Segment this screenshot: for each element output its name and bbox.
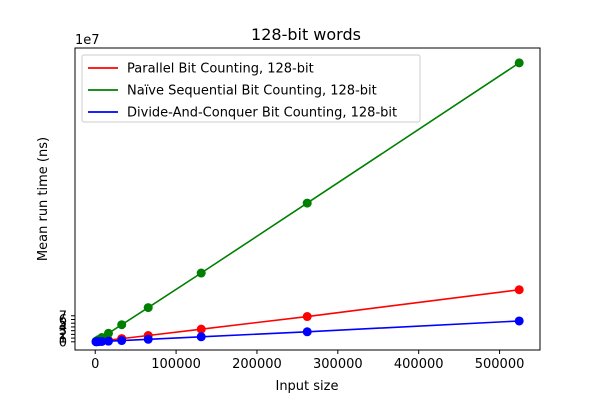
x-tick-label: 200000 — [232, 357, 282, 372]
data-point — [117, 336, 127, 346]
data-point — [97, 336, 107, 346]
plot-frame — [74, 47, 541, 351]
y-tick-label: 4 — [59, 320, 67, 335]
y-axis-label: Mean run time (ns) — [36, 137, 51, 261]
data-point — [514, 285, 524, 295]
x-tick-label: 0 — [91, 357, 99, 372]
y-tick-label: 2 — [59, 328, 67, 343]
y-axis-offset-label: 1e7 — [75, 33, 100, 48]
data-point — [514, 316, 524, 326]
legend-entry: Parallel Bit Counting, 128-bit — [127, 62, 314, 77]
series-layer — [91, 58, 524, 347]
x-tick-label: 100000 — [151, 357, 201, 372]
data-point — [143, 303, 153, 313]
x-tick-label: 300000 — [313, 357, 363, 372]
data-point — [143, 334, 153, 344]
legend-entry: Divide-And-Conquer Bit Counting, 128-bit — [127, 106, 397, 121]
legend: Parallel Bit Counting, 128-bit Naïve Sequ… — [81, 54, 421, 123]
data-point — [103, 328, 113, 338]
y-tick-label: 0 — [59, 335, 67, 350]
data-point — [196, 324, 206, 334]
legend-entry: Naïve Sequential Bit Counting, 128-bit — [127, 84, 377, 99]
x-axis-label: Input size — [275, 379, 338, 394]
x-tick-label: 400000 — [394, 357, 444, 372]
y-tick-label: 6 — [59, 313, 67, 328]
series-3 — [91, 316, 524, 347]
y-tick-label: 3 — [59, 324, 67, 339]
y-tick-label: 7 — [59, 309, 67, 324]
data-point — [117, 320, 127, 330]
data-point — [196, 268, 206, 278]
data-point — [302, 327, 312, 337]
legend-box — [81, 54, 421, 123]
data-point — [302, 312, 312, 322]
y-tick-label: 5 — [59, 317, 67, 332]
chart-title: 128-bit words — [251, 25, 361, 44]
data-point — [514, 58, 524, 68]
data-point — [196, 332, 206, 342]
x-tick-label: 500000 — [475, 357, 525, 372]
data-point — [103, 336, 113, 346]
data-point — [302, 198, 312, 208]
y-tick-label: 1 — [59, 332, 67, 347]
